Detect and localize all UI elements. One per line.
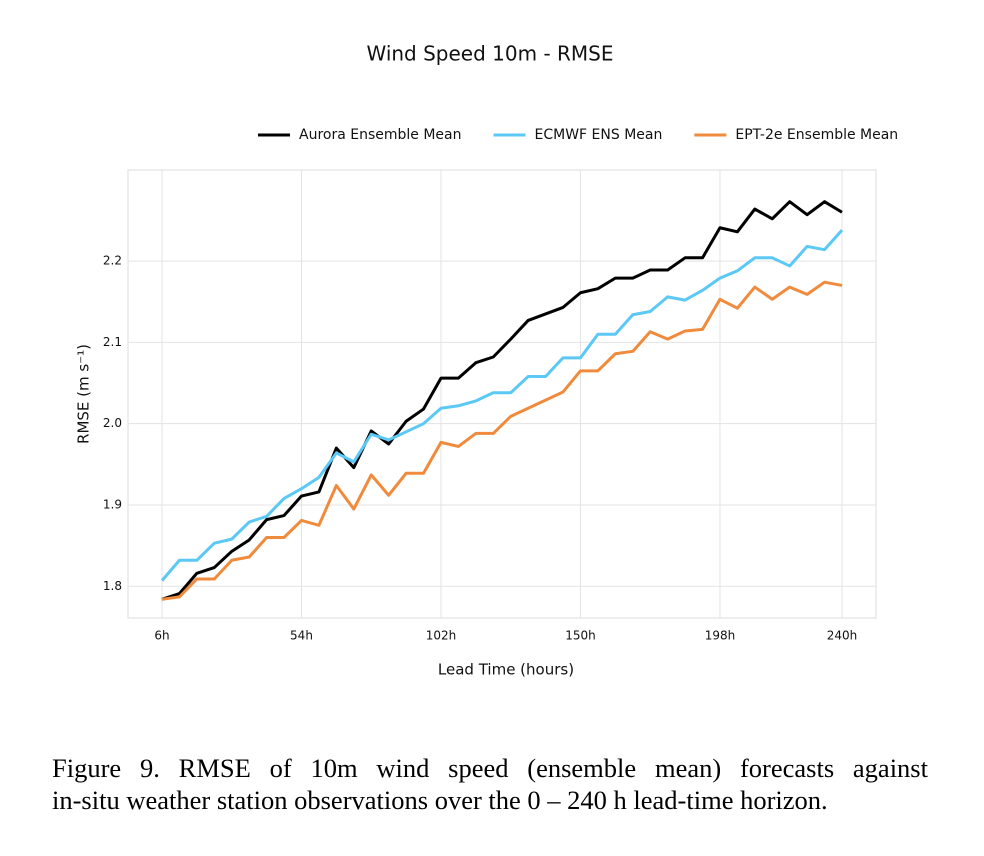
x-tick-label: 54h <box>290 629 313 643</box>
chart: Wind Speed 10m - RMSE Lead Time (hours) … <box>75 42 899 679</box>
plot-frame <box>127 169 877 619</box>
x-tick-label: 240h <box>827 629 858 643</box>
caption: Figure 9. RMSE of 10m wind speed (ensemb… <box>52 752 928 816</box>
x-axis-label: Lead Time (hours) <box>438 661 574 679</box>
caption-line: Figure 9. RMSE of 10m wind speed (ensemb… <box>52 753 928 783</box>
series-line <box>161 280 843 601</box>
x-tick-label: 198h <box>705 629 736 643</box>
y-tick-label: 2.0 <box>103 416 122 430</box>
y-axis-label: RMSE (m s⁻¹) <box>75 344 93 444</box>
legend-label: EPT-2e Ensemble Mean <box>735 127 898 143</box>
x-tick-label: 6h <box>154 629 169 643</box>
caption-line: in-situ weather station observations ove… <box>52 785 828 815</box>
series-line <box>161 200 843 601</box>
y-tick-label: 2.2 <box>103 254 122 268</box>
x-tick-label: 102h <box>426 629 457 643</box>
series-line <box>160 229 844 582</box>
x-tick-label: 150h <box>565 629 596 643</box>
legend-label: Aurora Ensemble Mean <box>299 127 462 143</box>
y-tick-label: 2.1 <box>103 335 122 349</box>
chart-title: Wind Speed 10m - RMSE <box>366 42 613 66</box>
y-tick-label: 1.9 <box>103 497 122 511</box>
y-tick-label: 1.8 <box>103 579 122 593</box>
legend-label: ECMWF ENS Mean <box>535 127 663 143</box>
